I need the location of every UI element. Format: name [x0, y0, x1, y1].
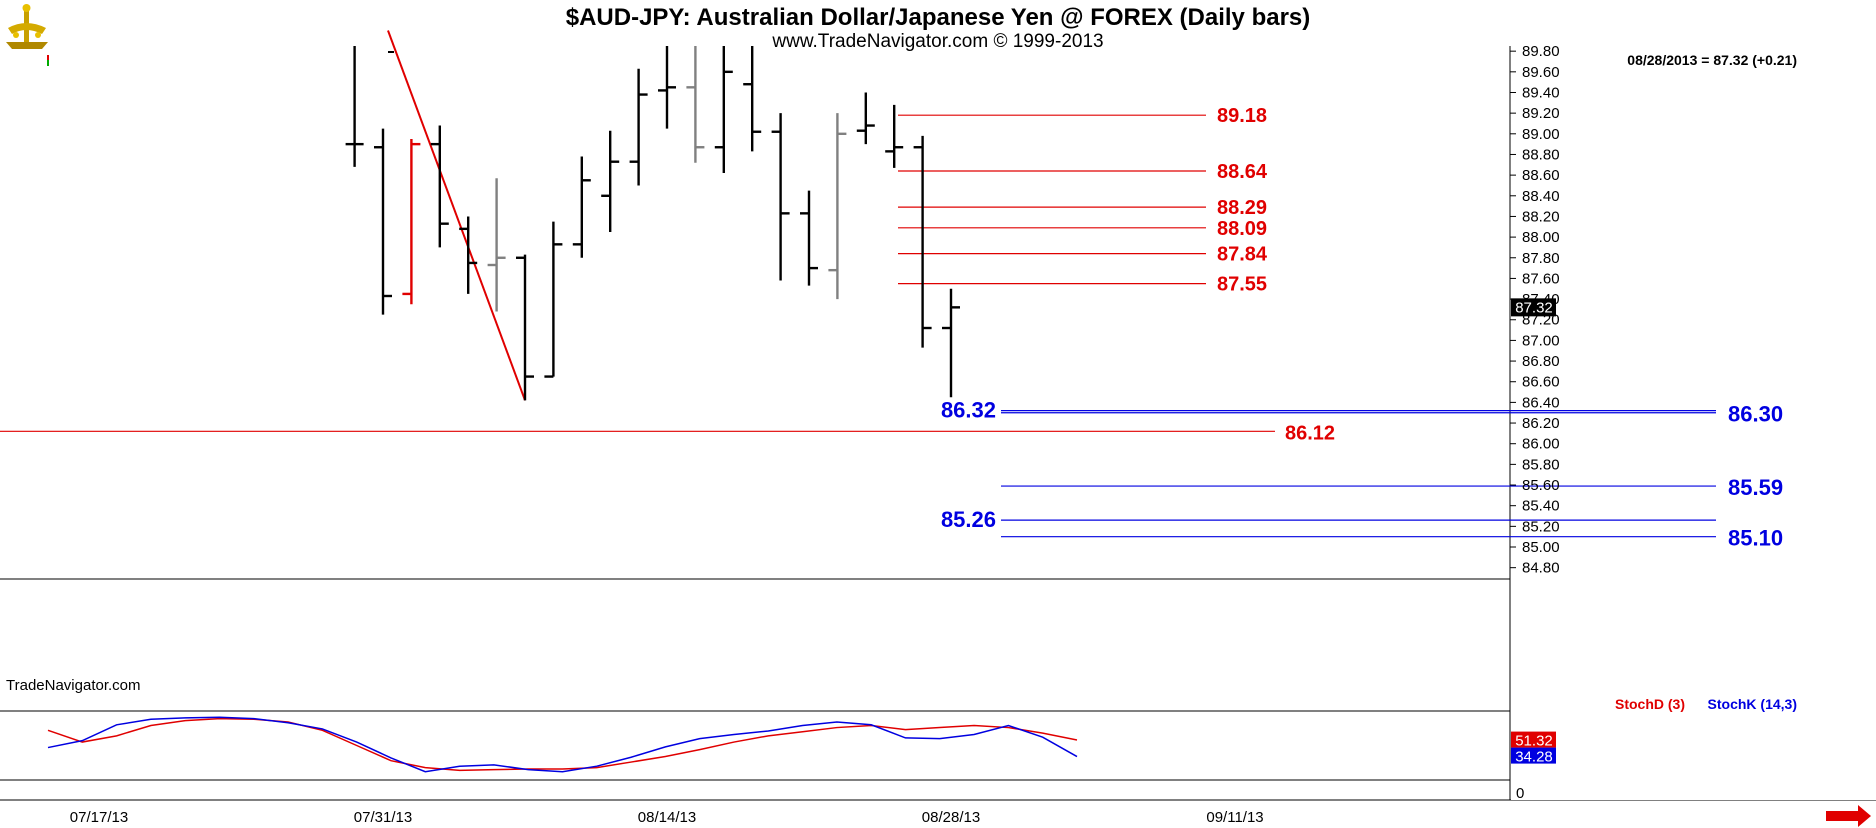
price-axis-bg: [1511, 46, 1876, 800]
red-level-label: 89.18: [1217, 105, 1267, 127]
stochd-value: 51.32: [1515, 733, 1553, 750]
ohlc-bar: [658, 46, 676, 129]
date-tick-label: 08/28/13: [922, 809, 980, 826]
panes: [0, 46, 1876, 828]
ohlc-bar: [430, 125, 449, 248]
price-tick-label: 85.40: [1522, 498, 1560, 515]
ohlc-bar: [345, 46, 364, 167]
ohlc-bar: [459, 216, 478, 294]
price-readout: 08/28/2013 = 87.32 (+0.21): [1627, 52, 1797, 68]
price-bars: [47, 46, 960, 401]
ohlc-bar: [402, 138, 421, 305]
red-level-label: 88.09: [1217, 218, 1267, 240]
price-tick-label: 85.00: [1522, 539, 1560, 556]
price-tick-label: 84.80: [1522, 560, 1560, 577]
price-tick-label: 86.60: [1522, 374, 1560, 391]
stochd-value-box: [1511, 731, 1556, 748]
price-tick-label: 87.60: [1522, 270, 1560, 287]
price-tick-label: 88.40: [1522, 188, 1560, 205]
price-tick-label: 85.20: [1522, 518, 1560, 535]
ohlc-bar: [856, 92, 875, 145]
blue-level-label: 86.32: [941, 398, 996, 423]
stochk-value: 34.28: [1515, 749, 1553, 766]
price-tick-label: 85.60: [1522, 477, 1560, 494]
date-tick-label: 07/31/13: [354, 809, 412, 826]
date-tick-label: 07/17/13: [70, 809, 128, 826]
date-tick-label: 09/11/13: [1206, 809, 1263, 826]
red-level-label: 88.64: [1217, 161, 1268, 183]
ohlc-bar: [800, 190, 818, 286]
trendline: [387, 30, 526, 401]
ohlc-bar: [942, 288, 960, 398]
ohlc-bar: [374, 128, 392, 315]
ohlc-bar: [828, 113, 847, 300]
ohlc-bar: [771, 113, 790, 281]
chart-subtitle: www.TradeNavigator.com © 1999-2013: [772, 31, 1104, 52]
scroll-right-arrow[interactable]: [1826, 805, 1871, 827]
price-tick-label: 85.80: [1522, 456, 1560, 473]
date-tick-label: 08/14/13: [638, 809, 696, 826]
price-tick-label: 87.00: [1522, 332, 1560, 349]
price-tick-label: 89.00: [1522, 126, 1560, 143]
stochk-value-box: [1511, 747, 1556, 764]
price-tick-label: 86.00: [1522, 436, 1560, 453]
blue-level-label: 85.26: [941, 507, 996, 532]
price-tick-label: 86.80: [1522, 353, 1560, 370]
ohlc-bar: [516, 254, 534, 401]
ohlc-bar: [544, 221, 563, 378]
stochd-line: [47, 717, 1078, 772]
blue-level-label: 85.10: [1728, 526, 1783, 551]
price-tick-label: 88.60: [1522, 167, 1560, 184]
chart-title: $AUD-JPY: Australian Dollar/Japanese Yen…: [565, 4, 1311, 31]
red-level-label: 87.55: [1217, 274, 1267, 296]
ohlc-bar: [572, 156, 591, 258]
watermark: TradeNavigator.com: [6, 677, 141, 694]
stoch-zero-label: 0: [1516, 785, 1524, 802]
ohlc-bar: [629, 68, 648, 186]
ohlc-bar: [686, 46, 705, 163]
ohlc-bar: [885, 104, 904, 168]
price-tick-label: 89.40: [1522, 84, 1560, 101]
red-level-label: 87.84: [1217, 244, 1268, 266]
blue-level-label: 86.30: [1728, 402, 1783, 427]
price-tick-label: 88.20: [1522, 208, 1560, 225]
last-price-box: [1511, 298, 1556, 317]
stochd-legend: StochD (3): [1615, 696, 1685, 712]
date-axis: 07/17/13 07/31/13 08/14/13 08/28/13 09/11/13: [70, 809, 1264, 826]
price-tick-label: 88.00: [1522, 229, 1560, 246]
price-tick-label: 89.20: [1522, 105, 1560, 122]
ohlc-bar: [743, 46, 762, 152]
ohlc-bar: [714, 46, 733, 174]
ohlc-bar: [487, 178, 506, 312]
blue-level-label: 85.59: [1728, 475, 1783, 500]
price-tick-label: 89.60: [1522, 64, 1560, 81]
stochk-line: [47, 716, 1078, 773]
ohlc-bar: [601, 130, 620, 232]
price-tick-label: 89.80: [1522, 43, 1560, 60]
price-tick-label: 86.20: [1522, 415, 1560, 432]
price-axis: 89.80 89.60 89.40 89.20 89.00 88.80 88.60 88.40…: [1510, 43, 1560, 577]
tradenavigator-logo: [2, 2, 52, 52]
price-tick-label: 88.80: [1522, 146, 1560, 163]
last-price-label: 87.32: [1515, 299, 1553, 316]
ohlc-bar: [913, 135, 932, 348]
red-support-label: 86.12: [1285, 422, 1335, 444]
price-tick-label: 87.80: [1522, 250, 1560, 267]
red-level-label: 88.29: [1217, 197, 1267, 219]
price-tick-label: 86.40: [1522, 394, 1560, 411]
stochk-legend: StochK (14,3): [1708, 696, 1797, 712]
